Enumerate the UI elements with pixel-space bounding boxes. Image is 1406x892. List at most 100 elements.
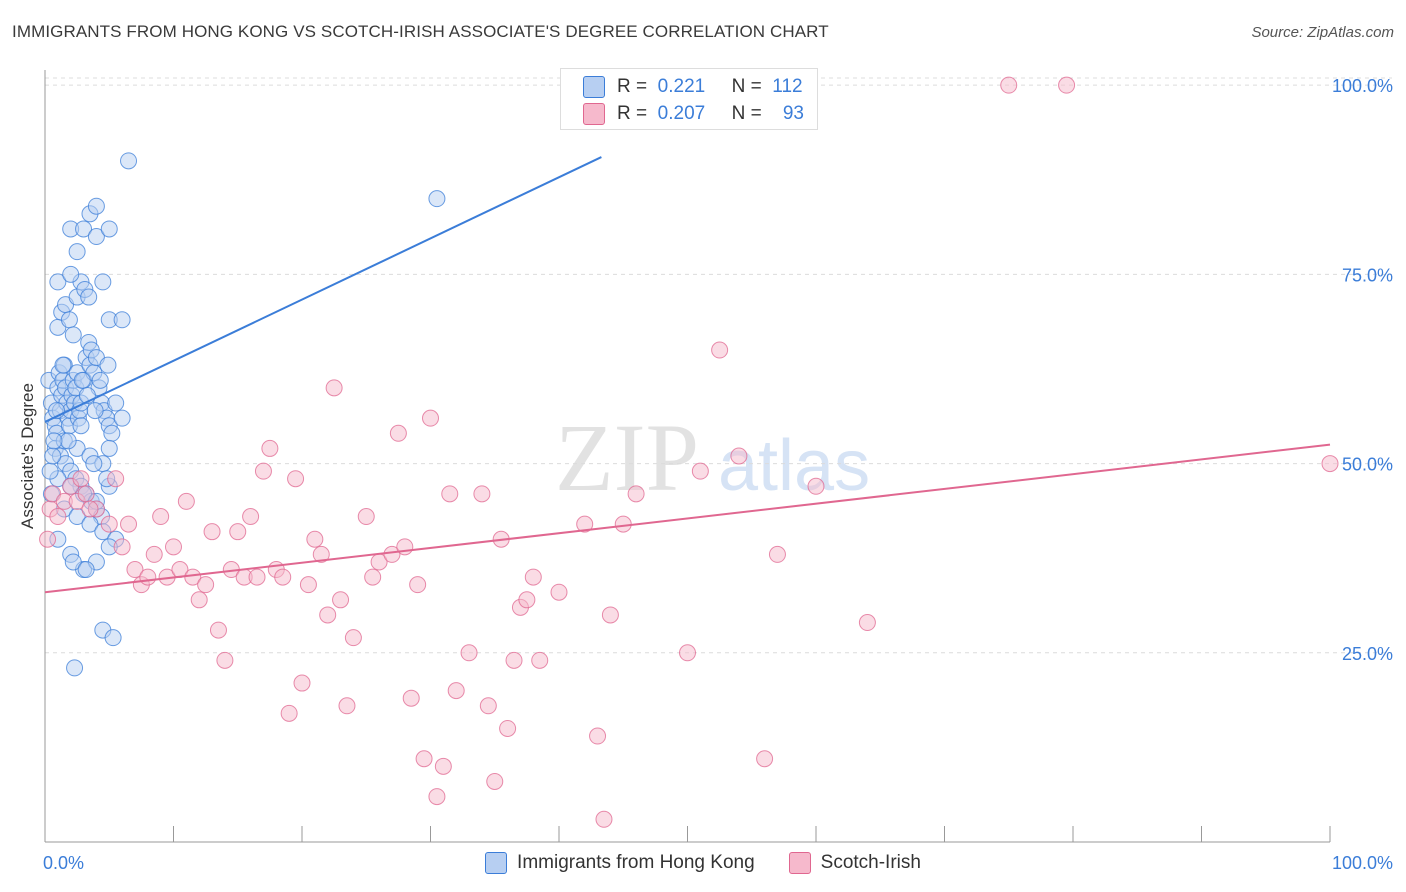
y-tick-label: 75.0% [1342,265,1393,285]
chart-title: IMMIGRANTS FROM HONG KONG VS SCOTCH-IRIS… [12,22,829,41]
legend-label-hong-kong: Immigrants from Hong Kong [517,852,755,873]
y-tick-label: 25.0% [1342,644,1393,664]
hong-kong-point [80,288,98,306]
stats-row-scotch-irish: R = 0.207 N = 93 [583,101,804,127]
hong-kong-point [73,371,91,389]
scotch-irish-point [229,523,247,541]
scotch-irish-point [139,568,157,586]
y-axis-label: Associate's Degree [18,383,37,529]
scotch-irish-point [460,644,478,662]
y-tick-label: 100.0% [1332,76,1393,96]
scotch-irish-point [152,508,170,526]
scotch-irish-point [364,568,382,586]
scotch-irish-point [209,621,227,639]
n-label: N = [731,103,762,124]
legend-item-hong-kong[interactable]: Immigrants from Hong Kong [485,852,755,874]
scotch-irish-point [177,492,195,510]
hong-kong-point [60,311,78,329]
n-value: 93 [782,103,804,124]
hong-kong-point [77,561,95,579]
hong-kong-point [91,371,109,389]
scotch-irish-point [473,485,491,503]
scotch-irish-point [287,470,305,488]
hong-kong-point [62,265,80,283]
hong-kong-point [100,439,118,457]
scotch-irish-point [422,409,439,427]
scotch-irish-point [261,439,279,457]
hong-kong-point [428,190,446,208]
scotch-irish-point [383,545,401,563]
r-value: 0.221 [657,76,706,97]
scotch-irish-point [428,788,446,806]
grid-lines [45,77,1392,654]
hong-kong-point [85,455,103,473]
scotch-irish-point [39,530,57,548]
scotch-irish-point [505,651,523,669]
scotch-irish-point [807,477,825,495]
hong-kong-point [99,356,117,374]
scotch-irish-point [389,424,407,442]
hong-kong-point [66,659,84,677]
scotch-irish-point [518,591,536,609]
legend-item-scotch-irish[interactable]: Scotch-Irish [788,852,921,874]
scotch-irish-point [126,561,144,579]
scotch-irish-point [254,462,272,480]
scotch-irish-point [595,810,613,828]
scotch-irish-point [344,629,362,647]
scotch-irish-point [550,583,568,601]
scotch-irish-point [332,591,350,609]
scotch-irish-point [81,500,99,518]
n-value: 112 [772,76,803,97]
scotch-irish-point [589,727,607,745]
watermark-atlas: atlas [718,426,870,506]
scotch-irish-point [325,379,343,397]
tick-labels: 25.0% 50.0% 75.0% 100.0% 0.0% 100.0% [43,76,1393,873]
hong-kong-point [113,409,131,427]
blue-swatch [583,76,605,98]
scotch-irish-point [299,576,317,594]
scotch-irish-point [614,515,632,533]
scotch-irish-point [447,682,465,700]
scotch-irish-point [768,545,786,563]
scotch-irish-point [216,651,234,669]
scotch-irish-point [242,508,260,526]
hong-kong-point [75,220,93,238]
scotch-irish-point [756,750,774,768]
y-tick-label: 50.0% [1342,455,1393,475]
scotch-irish-point [479,697,497,715]
scotch-irish-point [306,530,324,548]
n-label: N = [731,76,762,97]
scotch-irish-point [100,515,118,533]
scotch-irish-point [679,644,696,662]
hong-kong-point [94,273,112,291]
data-points [39,76,1339,828]
scotch-irish-point [1321,455,1339,473]
scotch-irish-point [274,568,292,586]
scotch-irish-point [165,538,182,556]
hong-kong-point [113,311,131,329]
scotch-irish-point [145,545,163,563]
scotch-irish-point [49,508,67,526]
scotch-irish-point [1058,76,1076,94]
scotch-irish-point [858,614,876,632]
scotch-irish-point [691,462,709,480]
legend-label-scotch-irish: Scotch-Irish [820,852,921,873]
scotch-irish-point [711,341,729,359]
scotch-irish-point [197,576,215,594]
hong-kong-point [104,629,122,647]
scotch-irish-trend-line [44,443,1331,594]
source-credit: Source: ZipAtlas.com [1251,24,1394,41]
scotch-irish-point [107,470,125,488]
hong-kong-point [45,432,63,450]
stats-legend: R = 0.221 N = 112 R = 0.207 N = 93 [560,68,818,130]
hong-kong-point [120,152,138,170]
hong-kong-point [87,197,105,215]
hong-kong-point [59,432,77,450]
hong-kong-point [64,326,82,344]
pink-swatch [788,852,811,874]
scotch-irish-point [415,750,433,768]
scotch-irish-point [531,651,549,669]
hong-kong-point [87,228,105,246]
series-legend: Immigrants from Hong Kong Scotch-Irish [0,852,1406,874]
